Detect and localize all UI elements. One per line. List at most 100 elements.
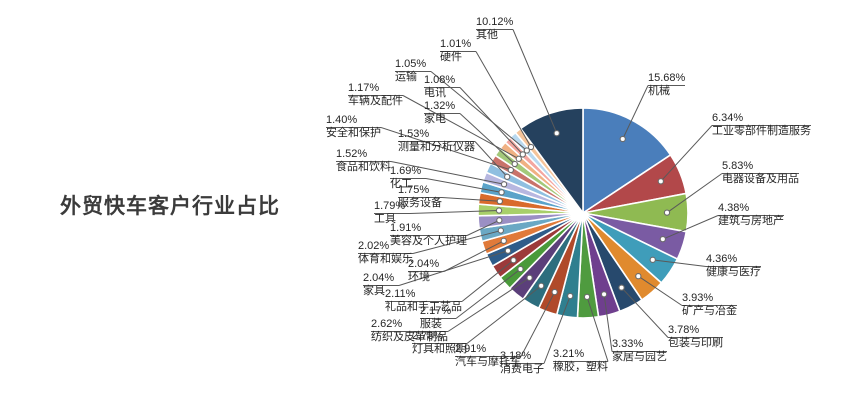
leader-anchor-dot	[583, 293, 591, 301]
pie-label-name: 建筑与房地产	[718, 214, 784, 227]
pie-label-percent: 4.38%	[718, 202, 750, 214]
pie-label-percent: 1.75%	[398, 184, 430, 196]
pie-label-name: 硬件	[440, 50, 462, 63]
pie-label-callout: 1.53% 测量和分析仪器	[398, 128, 475, 154]
leader-anchor-dot	[659, 236, 666, 243]
pie-label-name: 健康与医疗	[706, 265, 761, 278]
pie-label-name: 矿产与冶金	[682, 304, 737, 317]
leader-line	[512, 29, 558, 134]
pie-label-callout: 3.78% 包装与印刷	[668, 324, 723, 350]
leader-line	[638, 275, 683, 306]
pie-label-percent: 1.01%	[440, 38, 472, 50]
pie-slice[interactable]	[582, 107, 672, 215]
pie-label-name: 家居与园艺	[612, 350, 667, 363]
leader-line	[520, 291, 556, 357]
leader-anchor-dot	[500, 237, 507, 245]
leader-anchor-dot	[510, 257, 517, 264]
leader-anchor-dot	[538, 282, 545, 289]
leader-anchor-dot	[526, 274, 533, 281]
leader-line	[459, 87, 524, 155]
pie-label-percent: 1.79%	[374, 200, 406, 212]
pie-label-name: 电讯	[424, 86, 446, 99]
leader-anchor-dot	[495, 207, 503, 214]
pie-label-percent: 2.04%	[408, 258, 440, 270]
pie-label-callout: 2.17% 服装	[420, 305, 451, 331]
pie-label-name: 体育和娱乐	[358, 252, 413, 265]
leader-line	[603, 294, 613, 352]
pie-label-callout: 2.73% 灯具和照明	[412, 330, 467, 356]
page-title: 外贸快车客户行业占比	[60, 195, 280, 218]
pie-label-callout: 1.75% 服务设备	[398, 184, 442, 210]
leader-anchor-dot	[523, 147, 530, 154]
pie-label-percent: 1.69%	[390, 165, 422, 177]
pie-label-callout: 6.34% 工业零部件制造服务	[712, 112, 811, 138]
pie-label-callout: 1.52% 食品和饮料	[336, 148, 391, 174]
pie-label-name: 消费电子	[500, 362, 544, 375]
pie-label-callout: 3.33% 家居与园艺	[612, 338, 667, 364]
pie-label-name: 服装	[420, 317, 442, 330]
leader-line	[543, 295, 571, 364]
pie-label-callout: 1.08% 电讯	[424, 74, 455, 100]
pie-label-name: 家具	[363, 284, 385, 297]
pie-label-name: 其他	[476, 28, 498, 41]
leader-line	[652, 259, 707, 267]
pie-label-name: 礼品和手工艺品	[385, 300, 462, 313]
pie-label-name: 电器设备及用品	[722, 172, 799, 185]
pie-label-callout: 5.83% 电器设备及用品	[722, 160, 799, 186]
leader-line	[666, 173, 723, 214]
pie-label-callout: 2.04% 家具	[363, 272, 394, 298]
pie-label-callout: 1.69% 化工	[390, 165, 421, 191]
pie-label-name: 食品和饮料	[336, 160, 391, 173]
leader-line	[430, 71, 528, 151]
leader-line	[380, 127, 511, 171]
pie-label-percent: 3.21%	[553, 348, 585, 360]
leader-anchor-dot	[511, 160, 518, 168]
leader-anchor-dot	[619, 135, 626, 143]
pie-label-percent: 1.53%	[398, 128, 430, 140]
leader-line	[459, 113, 516, 165]
pie-label-name: 车辆及配件	[348, 94, 403, 107]
pie-label-callout: 1.05% 运输	[395, 58, 426, 84]
leader-line	[660, 125, 713, 182]
pie-label-percent: 1.91%	[390, 222, 422, 234]
leader-anchor-dot	[504, 173, 511, 180]
leader-anchor-dot	[618, 284, 625, 291]
pie-label-name: 家电	[424, 112, 446, 125]
leader-line	[461, 259, 514, 302]
leader-anchor-dot	[567, 292, 574, 300]
leader-line	[475, 51, 532, 148]
pie-label-name: 美容及个人护理	[390, 234, 467, 247]
pie-label-percent: 4.36%	[706, 253, 738, 265]
leader-line	[466, 219, 500, 236]
pie-label-callout: 2.04% 环境	[408, 258, 439, 284]
pie-label-percent: 1.05%	[395, 58, 427, 70]
leader-line	[412, 230, 501, 254]
pie-label-name: 包装与印刷	[668, 336, 723, 349]
pie-label-percent: 5.83%	[722, 160, 754, 172]
leader-anchor-dot	[498, 189, 505, 196]
leader-anchor-dot	[519, 151, 526, 158]
leader-line	[622, 85, 649, 140]
pie-label-callout: 1.79% 工具	[374, 200, 405, 226]
pie-label-callout: 2.11% 礼品和手工艺品	[385, 288, 462, 314]
pie-label-percent: 6.34%	[712, 112, 744, 124]
leader-anchor-dot	[657, 178, 664, 185]
pie-label-callout: 3.93% 矿产与冶金	[682, 292, 737, 318]
leader-line	[621, 287, 669, 338]
pie-label-percent: 1.17%	[348, 82, 380, 94]
pie-label-name: 环境	[408, 270, 430, 283]
pie-label-percent: 3.78%	[668, 324, 700, 336]
pie-label-name: 服务设备	[398, 196, 442, 209]
pie-label-callout: 1.32% 家电	[424, 100, 455, 126]
pie-label-callout: 1.91% 美容及个人护理	[390, 222, 467, 248]
pie-label-percent: 1.08%	[424, 74, 456, 86]
leader-anchor-dot	[496, 217, 503, 224]
pie-label-callout: 1.40% 安全和保护	[326, 114, 381, 140]
pie-label-percent: 3.93%	[682, 292, 714, 304]
leader-lines	[326, 29, 811, 364]
pie-label-callout: 3.18% 消费电子	[500, 350, 544, 376]
pie-label-percent: 1.40%	[326, 114, 358, 126]
pie-label-callout: 2.91% 汽车与摩托车	[455, 343, 521, 369]
